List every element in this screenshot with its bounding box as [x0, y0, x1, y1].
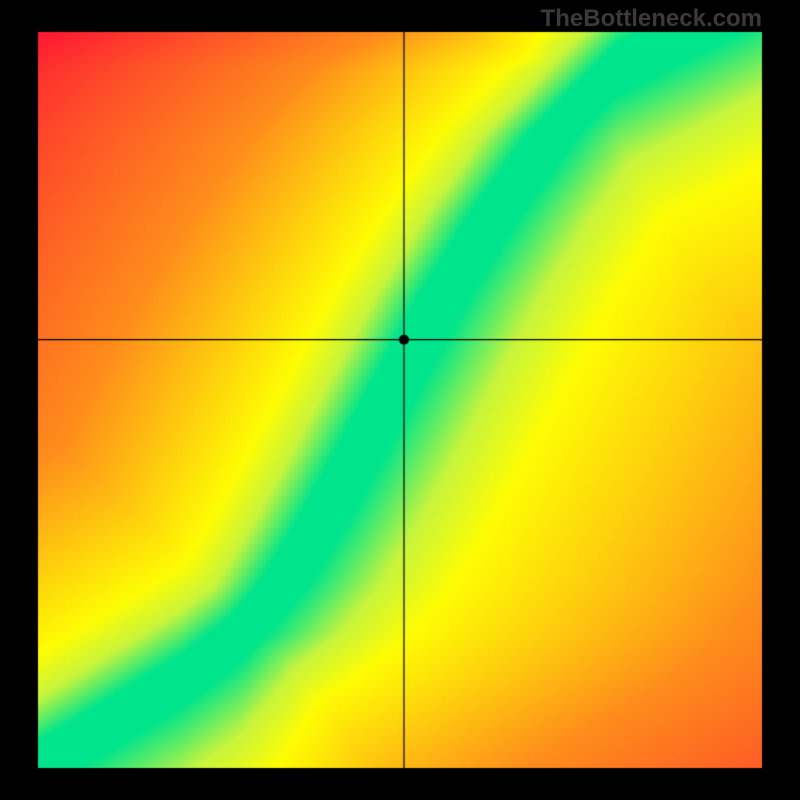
- bottleneck-heatmap: [0, 0, 800, 800]
- chart-container: TheBottleneck.com: [0, 0, 800, 800]
- watermark-text: TheBottleneck.com: [541, 5, 762, 33]
